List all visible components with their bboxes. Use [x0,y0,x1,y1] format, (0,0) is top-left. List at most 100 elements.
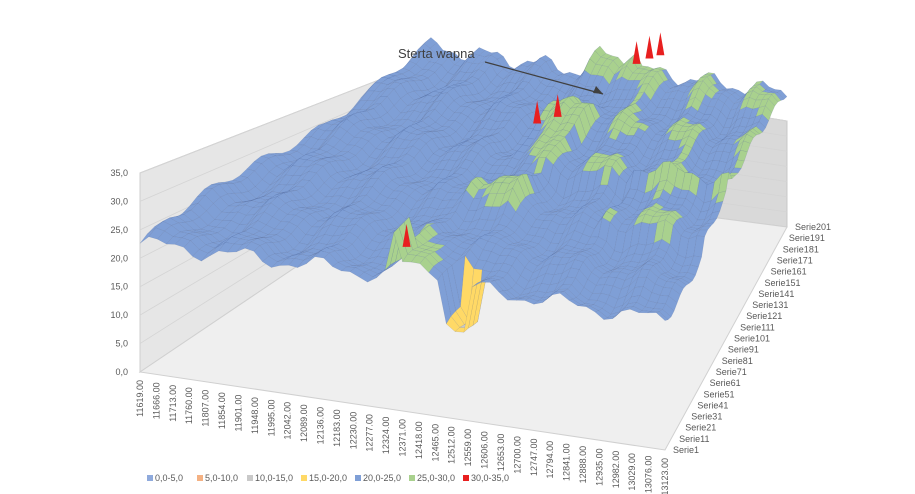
x-tick-label: 12418.00 [414,421,424,459]
z-tick-label: 0,0 [115,367,128,377]
x-tick-label: 11948.00 [250,397,260,434]
series-tick-label: Serie141 [758,289,794,299]
peak-markers [402,32,665,247]
series-tick-label: Serie1 [673,445,699,455]
series-tick-label: Serie61 [710,378,741,388]
x-tick-label: 11713.00 [168,385,178,422]
series-tick-label: Serie11 [679,434,709,444]
series-tick-label: Serie191 [789,233,825,243]
x-tick-label: 12512.00 [447,426,457,464]
surface-cell [662,303,675,318]
series-tick-label: Serie31 [691,412,722,422]
legend-label: 5,0-10,0 [205,473,238,483]
x-tick-label: 11854.00 [217,392,227,429]
x-tick-label: 12794.00 [545,441,555,479]
x-tick-label: 11760.00 [184,387,194,424]
legend-label: 30,0-35,0 [471,473,509,483]
surface-cell [777,89,788,100]
x-tick-label: 11807.00 [201,390,211,427]
legend-label: 0,0-5,0 [155,473,183,483]
x-tick-label: 12841.00 [562,443,572,481]
legend-swatch [355,475,361,481]
z-tick-label: 35,0 [110,168,128,178]
peak-marker [402,223,411,247]
surface-cell [743,133,754,144]
surface-cell [768,94,779,107]
x-tick-label: 11995.00 [266,400,276,437]
series-tick-label: Serie41 [697,400,728,410]
surface-cell [665,295,678,312]
x-tick-label: 12136.00 [316,407,326,445]
surface-plot [139,37,788,333]
series-tick-label: Serie161 [771,267,807,277]
series-tick-label: Serie111 [740,322,775,332]
z-tick-label: 30,0 [110,196,128,206]
x-tick-label: 12653.00 [496,434,506,472]
x-tick-label: 12935.00 [594,448,604,486]
surface-cell [733,159,745,169]
x-tick-label: 12559.00 [463,429,473,467]
z-tick-label: 25,0 [110,225,128,235]
surface-cell [655,311,669,321]
x-tick-label: 12888.00 [578,446,588,484]
surface-cell [774,92,785,101]
legend-swatch [197,475,203,481]
series-tick-label: Serie181 [783,244,819,254]
peak-marker [645,35,654,59]
x-tick-label: 12089.00 [299,404,309,442]
annotation-arrowhead [593,86,603,94]
surface-cell [693,235,705,258]
z-tick-label: 15,0 [110,282,128,292]
x-tick-label: 13029.00 [627,453,637,491]
z-tick-label: 20,0 [110,253,128,263]
series-tick-label: Serie81 [722,356,753,366]
x-tick-label: 12465.00 [430,424,440,462]
z-tick-label: 5,0 [115,339,128,349]
z-axis-ticks: 0,0 5,0 10,0 15,0 20,0 25,0 30,0 35,0 [110,168,128,377]
surface-cell [683,272,696,281]
x-tick-label: 11666.00 [151,382,161,419]
surface-cell [765,98,776,114]
series-tick-label: Serie151 [765,278,801,288]
series-tick-label: Serie121 [746,311,782,321]
surface-cell [659,309,672,320]
surface-cell [671,282,684,296]
x-tick-label: 12747.00 [529,439,539,477]
x-tick-label: 12183.00 [332,409,342,447]
surface-cell [740,140,751,153]
series-tick-label: Serie201 [795,222,831,232]
legend-swatch [409,475,415,481]
legend-label: 25,0-30,0 [417,473,455,483]
series-tick-label: Serie171 [777,255,813,265]
surface-cell [677,278,690,286]
surface-cell [668,287,681,304]
series-tick-label: Serie21 [685,423,716,433]
x-tick-label: 13123.00 [660,458,670,494]
z-tick-label: 10,0 [110,310,128,320]
series-tick-label: Serie51 [704,389,735,399]
peak-marker [553,94,562,117]
x-tick-label: 12371.00 [398,419,408,457]
x-tick-label: 13076.00 [644,456,654,494]
x-tick-label: 11619.00 [135,380,145,417]
peak-marker [656,32,665,56]
series-tick-label: Serie91 [728,345,759,355]
legend-label: 15,0-20,0 [309,473,347,483]
x-tick-label: 12982.00 [611,451,621,489]
annotation-label: Sterta wapna [398,46,475,61]
x-tick-label: 11901.00 [233,395,243,432]
legend-swatch [463,475,469,481]
legend-label: 20,0-25,0 [363,473,401,483]
x-tick-label: 12700.00 [512,436,522,474]
legend-swatch [147,475,153,481]
x-axis-ticks: 11619.00 11666.00 11713.00 11760.00 11807.00… [135,380,670,494]
annotation-arrow [484,61,604,95]
legend: 0,0-5,0 5,0-10,0 10,0-15,0 15,0-20,0 20,0-25… [147,473,509,483]
series-tick-label: Serie71 [716,367,747,377]
x-tick-label: 12606.00 [480,431,490,469]
peak-marker [533,100,542,124]
legend-swatch [301,475,307,481]
x-tick-label: 12230.00 [348,412,358,450]
